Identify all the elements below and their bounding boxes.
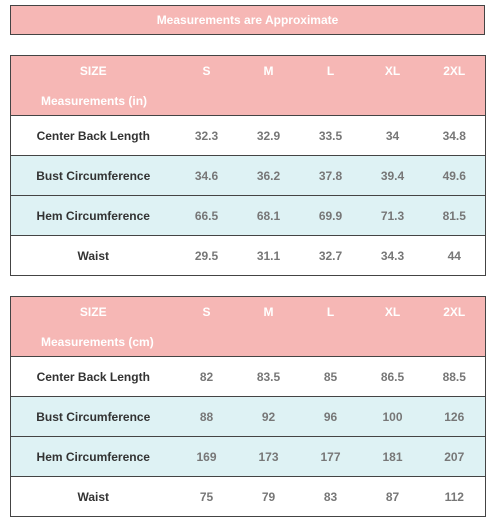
value-cell: 66.5 [175, 195, 238, 236]
data-row: Waist 75 79 83 87 112 [10, 476, 486, 517]
value-cell: 79 [237, 476, 300, 517]
banner: Measurements are Approximate [10, 5, 485, 35]
section-title: Measurements (in) [10, 86, 486, 116]
value-cell: 83.5 [237, 356, 300, 397]
value-cell: 33.5 [299, 115, 362, 156]
value-cell: 83 [299, 476, 362, 517]
data-row: Center Back Length 82 83.5 85 86.5 88.5 [10, 356, 486, 397]
value-cell: 31.1 [237, 235, 300, 276]
row-label: Waist [10, 235, 176, 276]
value-cell: 173 [237, 436, 300, 477]
value-cell: 88.5 [423, 356, 486, 397]
value-cell: 96 [299, 396, 362, 437]
data-row: Hem Circumference 169 173 177 181 207 [10, 436, 486, 477]
row-label: Hem Circumference [10, 195, 176, 236]
value-cell: 177 [299, 436, 362, 477]
header-cell: M [237, 296, 300, 327]
value-cell: 68.1 [237, 195, 300, 236]
header-cell: S [175, 296, 238, 327]
header-cell: XL [361, 296, 424, 327]
header-row: SIZE S M L XL 2XL [10, 55, 486, 86]
value-cell: 32.7 [299, 235, 362, 276]
value-cell: 88 [175, 396, 238, 437]
value-cell: 34.3 [361, 235, 424, 276]
section-row: Measurements (cm) [10, 327, 486, 357]
header-cell: M [237, 55, 300, 86]
data-row: Waist 29.5 31.1 32.7 34.3 44 [10, 235, 486, 276]
row-label: Bust Circumference [10, 396, 176, 437]
row-label: Center Back Length [10, 115, 176, 156]
value-cell: 34 [361, 115, 424, 156]
header-cell: 2XL [423, 55, 486, 86]
value-cell: 71.3 [361, 195, 424, 236]
value-cell: 85 [299, 356, 362, 397]
value-cell: 69.9 [299, 195, 362, 236]
value-cell: 100 [361, 396, 424, 437]
value-cell: 34.6 [175, 155, 238, 196]
size-table: SIZE S M L XL 2XL Measurements (cm) Center Back… [10, 296, 486, 517]
value-cell: 81.5 [423, 195, 486, 236]
value-cell: 75 [175, 476, 238, 517]
data-row: Center Back Length 32.3 32.9 33.5 34 34.8 [10, 115, 486, 156]
header-cell: SIZE [10, 296, 176, 327]
value-cell: 39.4 [361, 155, 424, 196]
row-label: Bust Circumference [10, 155, 176, 196]
row-label: Waist [10, 476, 176, 517]
value-cell: 36.2 [237, 155, 300, 196]
header-cell: L [299, 296, 362, 327]
row-label: Hem Circumference [10, 436, 176, 477]
header-row: SIZE S M L XL 2XL [10, 296, 486, 327]
value-cell: 32.9 [237, 115, 300, 156]
section-row: Measurements (in) [10, 86, 486, 116]
value-cell: 82 [175, 356, 238, 397]
value-cell: 92 [237, 396, 300, 437]
value-cell: 29.5 [175, 235, 238, 276]
value-cell: 169 [175, 436, 238, 477]
value-cell: 49.6 [423, 155, 486, 196]
header-cell: 2XL [423, 296, 486, 327]
value-cell: 34.8 [423, 115, 486, 156]
value-cell: 86.5 [361, 356, 424, 397]
size-table: SIZE S M L XL 2XL Measurements (in) Center Back… [10, 55, 486, 276]
header-cell: S [175, 55, 238, 86]
value-cell: 32.3 [175, 115, 238, 156]
header-cell: XL [361, 55, 424, 86]
value-cell: 37.8 [299, 155, 362, 196]
header-cell: SIZE [10, 55, 176, 86]
value-cell: 181 [361, 436, 424, 477]
row-label: Center Back Length [10, 356, 176, 397]
value-cell: 87 [361, 476, 424, 517]
value-cell: 112 [423, 476, 486, 517]
data-row: Bust Circumference 34.6 36.2 37.8 39.4 49.6 [10, 155, 486, 196]
section-title: Measurements (cm) [10, 327, 486, 357]
value-cell: 44 [423, 235, 486, 276]
value-cell: 207 [423, 436, 486, 477]
data-row: Hem Circumference 66.5 68.1 69.9 71.3 81.5 [10, 195, 486, 236]
data-row: Bust Circumference 88 92 96 100 126 [10, 396, 486, 437]
value-cell: 126 [423, 396, 486, 437]
header-cell: L [299, 55, 362, 86]
